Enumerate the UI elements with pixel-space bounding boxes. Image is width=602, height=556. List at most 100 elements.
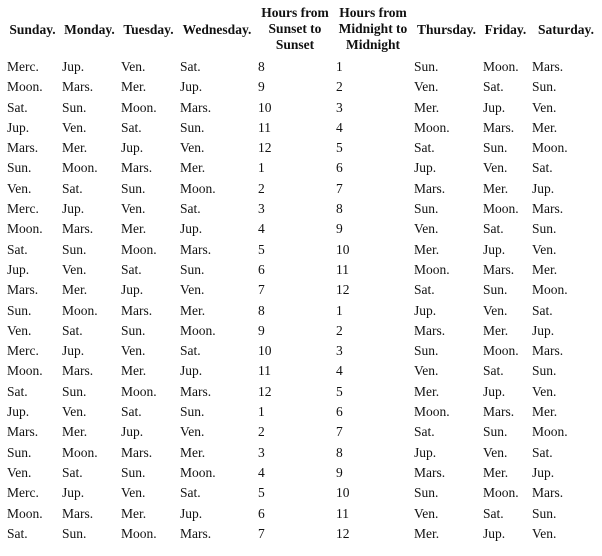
table-cell: 7 [336, 424, 343, 440]
table-cell: Mars. [180, 99, 212, 115]
table-cell: Merc. [7, 485, 39, 501]
header-thursday: Thursday. [417, 22, 476, 37]
table-cell: Jup. [62, 343, 85, 359]
table-cell: 8 [258, 302, 265, 318]
table-row: Merc. Jup. Ven. Sat. 10 3 Sun. Moon. Mars. [5, 341, 602, 361]
table-cell: 6 [336, 160, 343, 176]
table-cell: Sun. [483, 424, 508, 440]
table-cell: Mer. [414, 99, 440, 115]
table-cell: Sat. [414, 140, 435, 156]
table-cell: Sun. [414, 343, 439, 359]
table-cell: 2 [336, 79, 343, 95]
table-cell: Moon. [483, 485, 519, 501]
table-row: Mars. Mer. Jup. Ven. 2 7 Sat. Sun. Moon. [5, 422, 602, 442]
table-cell: Jup. [532, 180, 555, 196]
table-cell: Sun. [532, 363, 557, 379]
table-cell: 4 [258, 221, 265, 237]
table-cell: Jup. [414, 444, 437, 460]
table-cell: 12 [336, 525, 350, 541]
table-cell: Ven. [121, 59, 146, 74]
table-cell: Sat. [7, 383, 28, 399]
table-cell: Moon. [7, 505, 43, 521]
table-cell: Sun. [62, 383, 87, 399]
table-cell: Mars. [180, 383, 212, 399]
table-cell: 5 [336, 140, 343, 156]
table-cell: Sat. [532, 302, 553, 318]
table-cell: 2 [258, 424, 265, 440]
table-cell: 1 [258, 404, 265, 420]
table-cell: Moon. [532, 282, 568, 298]
table-cell: Mer. [532, 404, 558, 420]
table-cell: Mars. [532, 343, 564, 359]
table-cell: Sat. [62, 180, 83, 196]
table-cell: 12 [336, 282, 350, 298]
table-row: Moon. Mars. Mer. Jup. 9 2 Ven. Sat. Sun. [5, 77, 602, 97]
table-cell: Mars. [121, 444, 153, 460]
table-row: Sun. Moon. Mars. Mer. 3 8 Jup. Ven. Sat. [5, 443, 602, 463]
table-cell: Ven. [483, 160, 508, 176]
table-cell: Ven. [414, 79, 439, 95]
table-cell: Sat. [483, 221, 504, 237]
table-cell: 10 [258, 343, 272, 359]
table-cell: Ven. [7, 464, 32, 480]
table-cell: Sun. [62, 241, 87, 257]
table-cell: Sat. [7, 99, 28, 115]
table-row: Jup. Ven. Sat. Sun. 6 11 Moon. Mars. Mer. [5, 260, 602, 280]
table-cell: 5 [258, 241, 265, 257]
table-cell: 3 [258, 444, 265, 460]
table-cell: Mer. [180, 444, 206, 460]
table-cell: Sun. [121, 180, 146, 196]
table-cell: Jup. [180, 221, 203, 237]
table-row: Jup. Ven. Sat. Sun. 1 6 Moon. Mars. Mer. [5, 402, 602, 422]
table-cell: Sat. [121, 261, 142, 277]
table-cell: Sat. [483, 505, 504, 521]
table-cell: Jup. [414, 302, 437, 318]
table-cell: 5 [258, 485, 265, 501]
table-cell: 8 [258, 59, 265, 74]
table-cell: Moon. [121, 241, 157, 257]
table-cell: Jup. [483, 241, 506, 257]
table-cell: Jup. [180, 79, 203, 95]
table-cell: Mars. [414, 464, 446, 480]
table-cell: Mars. [532, 59, 564, 74]
table-cell: Moon. [62, 444, 98, 460]
header-friday: Friday. [484, 22, 527, 37]
table-cell: Ven. [62, 404, 87, 420]
table-cell: Merc. [7, 201, 39, 217]
table-cell: Jup. [483, 99, 506, 115]
header-wednesday: Wednesday. [182, 22, 252, 37]
table-cell: Mars. [180, 525, 212, 541]
table-cell: Mer. [121, 221, 147, 237]
table-cell: Mars. [532, 485, 564, 501]
table-cell: 4 [336, 119, 343, 135]
table-cell: Sun. [414, 59, 439, 74]
table-cell: Jup. [62, 201, 85, 217]
table-cell: Mars. [414, 322, 446, 338]
table-cell: Mer. [62, 282, 88, 298]
table-cell: Mars. [62, 363, 94, 379]
table-cell: 6 [336, 404, 343, 420]
table-cell: 9 [258, 322, 265, 338]
table-cell: Sat. [414, 282, 435, 298]
table-cell: Sun. [414, 201, 439, 217]
table-cell: Mer. [483, 180, 509, 196]
header-row: Sunday. Monday. Tuesday. Wednesday. Hour… [5, 3, 602, 57]
table-cell: Mer. [180, 160, 206, 176]
table-cell: Ven. [414, 363, 439, 379]
table-cell: 2 [336, 322, 343, 338]
table-cell: 7 [258, 525, 265, 541]
table-cell: Mer. [483, 322, 509, 338]
table-cell: Moon. [62, 302, 98, 318]
header-midnight-hours-label: Hours from Midnight to Midnight [338, 5, 408, 52]
table-cell: 8 [336, 201, 343, 217]
table-cell: Jup. [121, 282, 144, 298]
table-cell: Sun. [532, 79, 557, 95]
table-cell: Ven. [121, 201, 146, 217]
table-cell: Sat. [121, 404, 142, 420]
table-cell: 3 [336, 99, 343, 115]
table-cell: Jup. [180, 363, 203, 379]
table-cell: Ven. [121, 485, 146, 501]
table-cell: Jup. [7, 119, 30, 135]
table-cell: Mars. [414, 180, 446, 196]
table-cell: Sat. [532, 444, 553, 460]
